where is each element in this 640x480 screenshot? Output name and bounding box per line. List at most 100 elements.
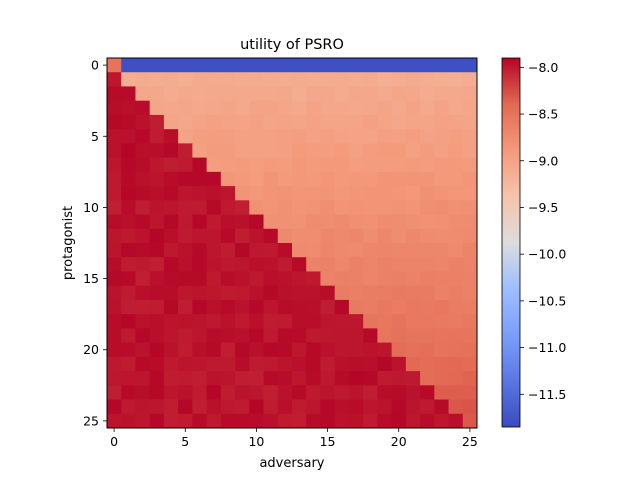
y-tick-label: 0 [91,58,99,73]
heatmap-cell [434,399,449,415]
heatmap-cell [206,257,222,272]
colorbar [501,57,521,428]
heatmap-cell [420,271,435,287]
heatmap-cell [462,171,478,187]
heatmap-cell [292,228,307,244]
heatmap-cell [377,385,393,400]
heatmap-cell [391,413,407,429]
heatmap-cell [405,413,421,429]
heatmap-cell [391,58,407,73]
heatmap-cell [320,72,336,87]
heatmap-cell [163,243,179,258]
heatmap-cell [263,72,279,87]
heatmap-cell [320,257,336,272]
heatmap-cell [334,100,350,116]
heatmap-cell [107,214,122,230]
heatmap-cell [363,171,378,187]
heatmap-cell [220,342,236,358]
heatmap-cell [434,385,449,400]
heatmap-cell [377,356,393,372]
x-tick-label: 20 [391,434,407,449]
heatmap-cell [434,413,449,429]
heatmap-cell [249,186,264,201]
y-tick-label: 5 [91,129,99,144]
heatmap-cell [292,171,307,187]
heatmap-cell [178,243,193,258]
heatmap-cell [434,186,449,201]
heatmap-cell [235,314,250,329]
heatmap-cell [292,214,307,230]
heatmap-cell [448,314,464,329]
heatmap-cell [135,342,151,358]
heatmap-cell [263,114,279,130]
heatmap-cell [306,214,321,230]
heatmap-cell [448,328,464,344]
heatmap-cell [462,58,478,73]
heatmap-cell [163,186,179,201]
heatmap-cell [121,171,136,187]
heatmap-cell [420,342,435,358]
heatmap-cell [121,114,136,130]
heatmap-cell [149,186,165,201]
heatmap-cell [220,285,236,301]
heatmap-cell [192,371,208,386]
heatmap-cell [121,143,136,159]
heatmap-cell [448,271,464,287]
heatmap-cell [292,413,307,429]
heatmap-cell [334,371,350,386]
heatmap-cell [192,328,208,344]
heatmap-cell [249,371,264,386]
heatmap-cell [348,271,364,287]
heatmap-cell [391,143,407,159]
heatmap-cell [178,200,193,215]
heatmap-cell [448,129,464,144]
heatmap-cell [334,72,350,87]
heatmap-cell [178,328,193,344]
heatmap-cell [277,228,293,244]
heatmap-cell [320,271,336,287]
heatmap-cell [121,399,136,415]
heatmap-cell [420,157,435,173]
heatmap-cell [348,129,364,144]
heatmap-cell [235,58,250,73]
x-axis-ticks: 0 5 10 15 20 25 [110,428,478,449]
heatmap-cell [107,271,122,287]
heatmap-cell [405,328,421,344]
heatmap-cell [220,186,236,201]
heatmap-cell [363,399,378,415]
heatmap-cell [277,86,293,102]
heatmap-cell [348,257,364,272]
heatmap-cell [306,157,321,173]
heatmap-cell [277,72,293,87]
heatmap-cell [420,257,435,272]
colorbar-tick-label: −11.0 [528,340,566,355]
heatmap-cell [263,385,279,400]
heatmap-cell [405,299,421,315]
heatmap-cell [420,171,435,187]
heatmap-cell [163,271,179,287]
heatmap-cell [178,157,193,173]
heatmap-cell [448,371,464,386]
heatmap-cell [220,129,236,144]
heatmap-cell [334,342,350,358]
heatmap-cell [363,228,378,244]
heatmap-cell [135,299,151,315]
heatmap-cell [249,72,264,87]
heatmap-cell [405,100,421,116]
heatmap-cell [448,100,464,116]
heatmap-cell [391,129,407,144]
heatmap-cell [135,157,151,173]
heatmap-cell [405,186,421,201]
heatmap-cell [220,228,236,244]
heatmap-cell [320,114,336,130]
colorbar-tick-label: −9.5 [528,200,558,215]
heatmap-cell [391,271,407,287]
heatmap-cell [135,200,151,215]
heatmap-cell [462,299,478,315]
heatmap-cell [263,328,279,344]
heatmap-cell [363,214,378,230]
heatmap-cell [149,285,165,301]
heatmap-cell [149,399,165,415]
heatmap-cell [377,129,393,144]
